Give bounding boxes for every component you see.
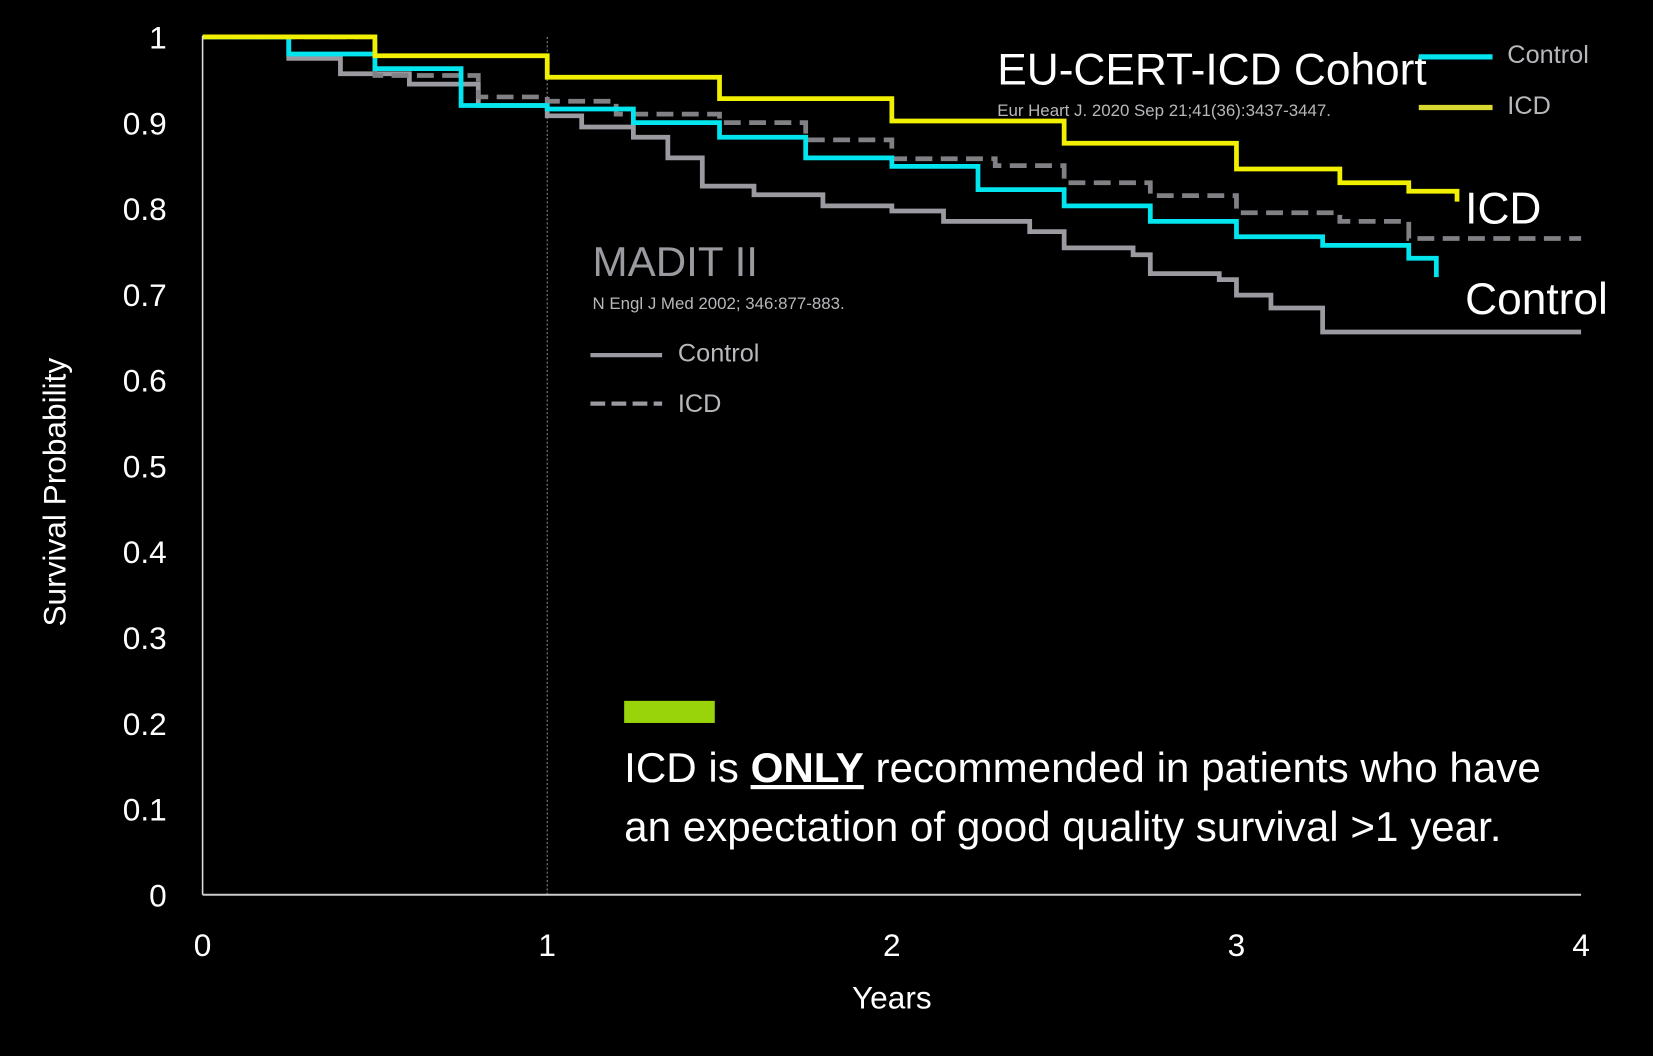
y-axis-label: Survival Probability xyxy=(37,358,73,627)
x-axis-label: Years xyxy=(852,980,932,1016)
note-line-1: ICD is ONLY recommended in patients who … xyxy=(624,744,1541,791)
y-tick-label: 0.7 xyxy=(123,277,167,313)
end-label-icd: ICD xyxy=(1465,184,1541,233)
series-eu-cert-icd-cohort-icd xyxy=(202,34,1460,202)
x-tick-labels: 0 1 2 3 4 xyxy=(194,927,1590,963)
series-eu-cert-icd-cohort-control xyxy=(202,34,1439,278)
y-tick-label: 0.1 xyxy=(123,792,167,828)
madit-title: MADIT II xyxy=(593,238,758,285)
note-line-1-after: recommended in patients who have xyxy=(864,744,1541,791)
note-line-2: an expectation of good quality survival … xyxy=(624,803,1501,850)
x-tick-label: 2 xyxy=(883,927,901,963)
end-label-control: Control xyxy=(1465,275,1608,324)
y-tick-label: 0.8 xyxy=(123,191,167,227)
note-accent-bar xyxy=(624,700,715,723)
x-tick-label: 0 xyxy=(194,927,212,963)
y-tick-label: 0.2 xyxy=(123,706,167,742)
y-tick-label: 0.4 xyxy=(123,534,167,570)
series-madit-ii-control xyxy=(202,34,1582,335)
x-tick-label: 3 xyxy=(1228,927,1246,963)
legend-eu-control-label: Control xyxy=(1507,41,1589,69)
x-tick-label: 1 xyxy=(538,927,556,963)
y-tick-label: 0.5 xyxy=(123,448,167,484)
y-tick-label: 0.3 xyxy=(123,620,167,656)
y-tick-label: 0.9 xyxy=(123,105,167,141)
y-tick-label: 0 xyxy=(149,877,167,913)
series-madit-ii-icd xyxy=(202,34,1582,241)
note-emphasis: ONLY xyxy=(751,744,864,791)
legend-eu-icd-label: ICD xyxy=(1507,92,1551,120)
note-line-1-before: ICD is xyxy=(624,744,750,791)
x-tick-label: 4 xyxy=(1572,927,1590,963)
madit-citation: N Engl J Med 2002; 346:877-883. xyxy=(593,294,845,313)
legend-madit-icd-label: ICD xyxy=(678,390,722,418)
eu-cert-citation: Eur Heart J. 2020 Sep 21;41(36):3437-344… xyxy=(997,101,1331,120)
y-tick-label: 1 xyxy=(149,19,167,55)
y-tick-label: 0.6 xyxy=(123,363,167,399)
y-tick-labels: 0 0.1 0.2 0.3 0.4 0.5 0.6 0.7 0.8 0.9 1 xyxy=(123,19,167,913)
series-layer xyxy=(202,34,1582,335)
legend-madit-control-label: Control xyxy=(678,339,760,367)
eu-cert-title: EU-CERT-ICD Cohort xyxy=(997,45,1426,94)
